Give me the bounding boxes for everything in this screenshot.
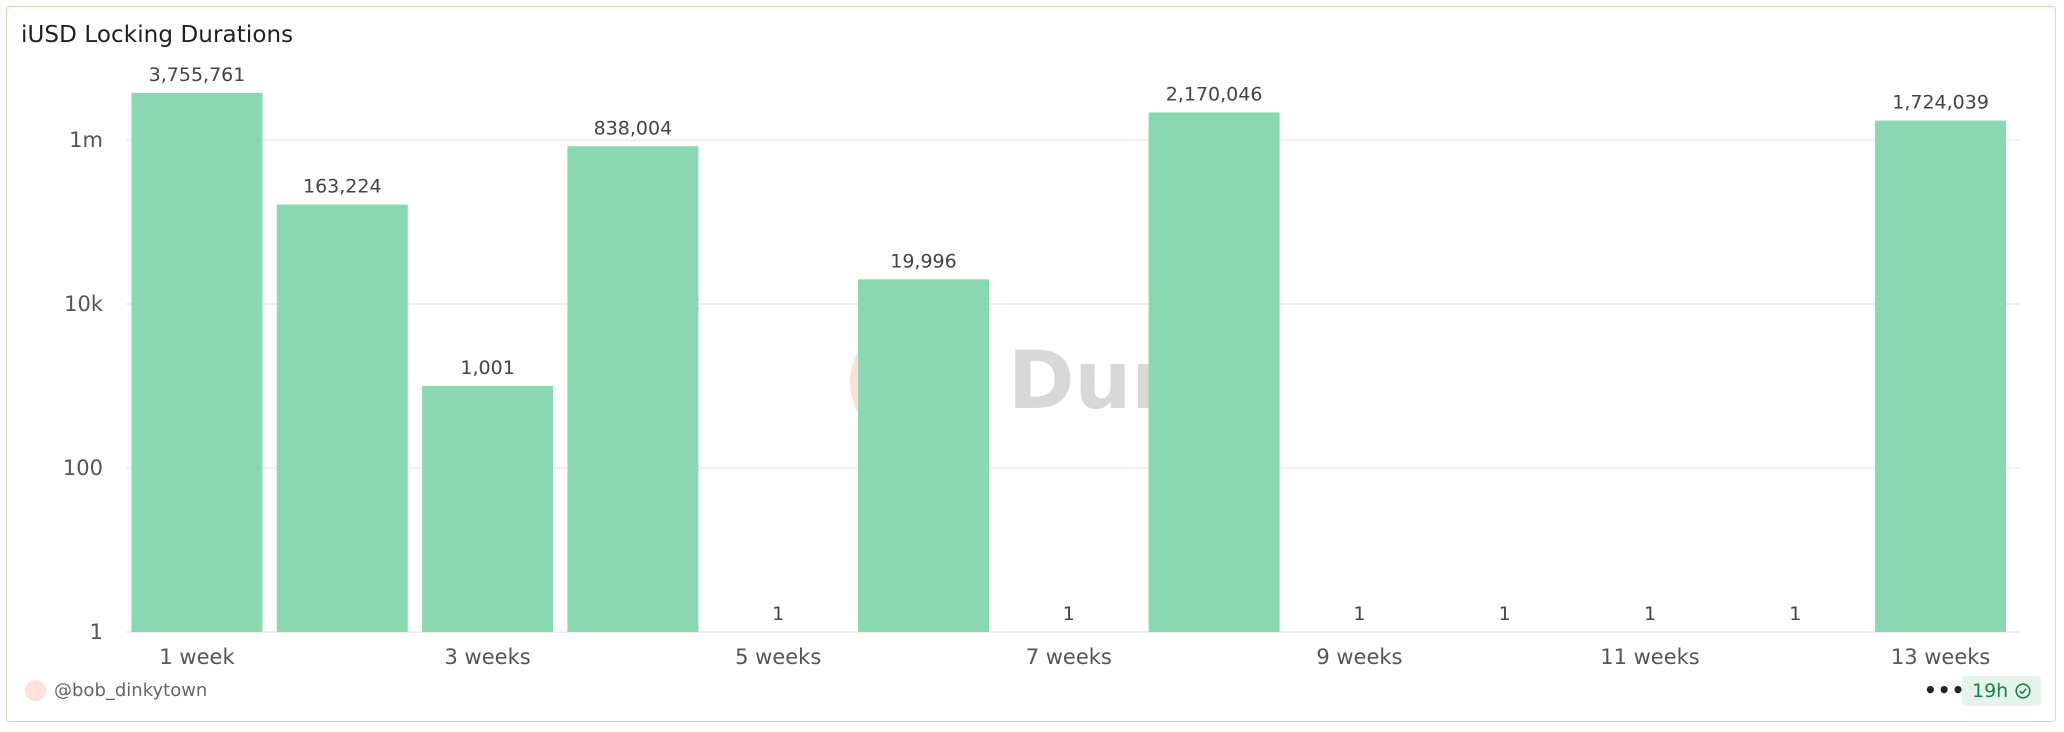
last-run-age: 19h [1972, 680, 2009, 702]
y-tick-label: 10k [64, 292, 104, 316]
y-tick-label: 1m [69, 128, 103, 152]
x-tick-label: 5 weeks [735, 645, 821, 669]
data-label: 19,996 [890, 250, 956, 272]
bar [1875, 120, 2007, 632]
x-tick-label: 9 weeks [1316, 645, 1402, 669]
bar [567, 146, 699, 632]
avatar [25, 680, 46, 701]
author[interactable]: @bob_dinkytown [25, 680, 207, 701]
x-tick-label: 13 weeks [1891, 645, 1991, 669]
username: @bob_dinkytown [54, 680, 208, 701]
bars [131, 92, 2007, 633]
data-label: 3,755,761 [149, 64, 246, 86]
bar [131, 92, 263, 633]
x-tick-label: 3 weeks [445, 645, 531, 669]
data-label: 1 [772, 603, 784, 625]
data-label: 2,170,046 [1166, 83, 1263, 105]
data-label: 1,001 [460, 357, 514, 379]
y-tick-label: 1 [90, 620, 103, 644]
chart-title: iUSD Locking Durations [21, 22, 294, 48]
data-label: 163,224 [303, 176, 382, 198]
data-label: 1,724,039 [1892, 92, 1989, 114]
y-axis-ticks: 1 100 10k 1m [63, 128, 104, 644]
data-label: 1 [1353, 603, 1365, 625]
x-tick-label: 1 week [159, 645, 235, 669]
bar [276, 204, 408, 633]
x-tick-label: 7 weeks [1026, 645, 1112, 669]
bar [1148, 112, 1280, 632]
data-label: 1 [1499, 603, 1511, 625]
data-labels: 3,755,761 163,224 1,001 838,004 1 19,996 1 2,17… [149, 64, 1989, 625]
bar [422, 385, 554, 632]
check-circle-icon [2015, 683, 2031, 699]
data-label: 1 [1063, 603, 1075, 625]
data-label: 838,004 [594, 117, 673, 139]
data-label: 1 [1789, 603, 1801, 625]
x-axis-ticks: 1 week 3 weeks 5 weeks 7 weeks 9 weeks 11 wee… [159, 645, 1990, 669]
data-label: 1 [1644, 603, 1656, 625]
y-tick-label: 100 [63, 456, 103, 480]
refresh-status-badge[interactable]: 19h [1962, 676, 2042, 706]
more-options-icon[interactable]: ••• [1924, 678, 1966, 702]
x-tick-label: 11 weeks [1600, 645, 1700, 669]
bar [858, 279, 989, 632]
